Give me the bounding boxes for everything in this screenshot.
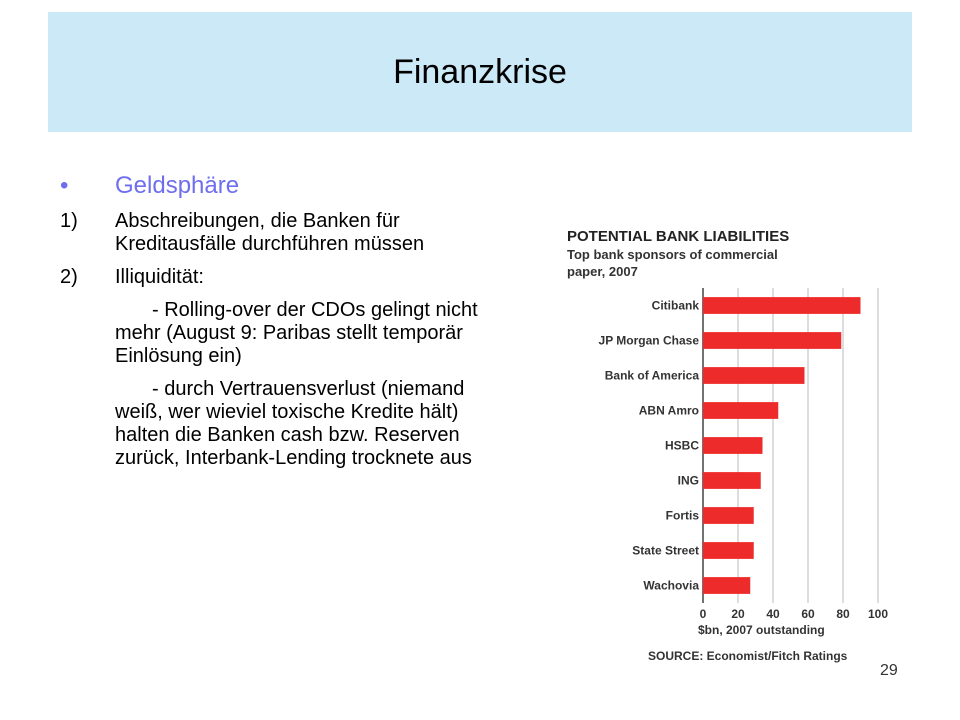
slide-content: • Geldsphäre 1) Abschreibungen, die Bank…	[60, 172, 510, 480]
bar	[703, 472, 761, 489]
paragraph-rolling-over: - Rolling-over der CDOs gelingt nicht me…	[115, 299, 478, 367]
bullet-heading: • Geldsphäre	[60, 172, 510, 200]
x-tick-label: 0	[700, 607, 707, 621]
bar-category-label: ABN Amro	[639, 404, 699, 418]
list-item-text: Illiquidität:	[115, 266, 204, 288]
bar	[703, 437, 763, 454]
bar-category-label: Citibank	[652, 299, 700, 313]
x-tick-label: 100	[868, 607, 888, 621]
chart-svg: POTENTIAL BANK LIABILITIES Top bank spons…	[567, 228, 888, 663]
bar-category-label: Fortis	[666, 509, 700, 523]
x-axis-label: $bn, 2007 outstanding	[698, 623, 825, 637]
bullet-dot-icon: •	[60, 172, 69, 199]
chart-subtitle: Top bank sponsors of commercial	[567, 247, 778, 262]
bar	[703, 542, 754, 559]
bar	[703, 577, 751, 594]
bar	[703, 297, 861, 314]
bank-liabilities-chart: POTENTIAL BANK LIABILITIES Top bank spons…	[555, 218, 905, 673]
bar	[703, 367, 805, 384]
list-item-2: 2) Illiquidität:	[60, 266, 510, 289]
bar-category-label: Wachovia	[643, 579, 699, 593]
bar-category-label: Bank of America	[605, 369, 700, 383]
slide-number: 29	[880, 662, 898, 679]
chart-subtitle: paper, 2007	[567, 264, 638, 279]
title-bar: Finanzkrise	[48, 12, 912, 132]
list-item-1: 1) Abschreibungen, die Banken für Kredit…	[60, 210, 510, 256]
bar	[703, 332, 842, 349]
chart-source: SOURCE: Economist/Fitch Ratings	[648, 649, 848, 663]
paragraph-vertrauensverlust: - durch Vertrauensverlust (niemand weiß,…	[115, 378, 472, 469]
slide-title: Finanzkrise	[393, 52, 567, 91]
bullet-heading-text: Geldsphäre	[115, 172, 240, 199]
bar-category-label: JP Morgan Chase	[599, 334, 700, 348]
bar-category-label: HSBC	[665, 439, 699, 453]
list-item-text: Abschreibungen, die Banken für Kreditaus…	[115, 210, 425, 255]
list-item-number: 2)	[60, 266, 78, 288]
x-tick-label: 60	[801, 607, 815, 621]
bar-category-label: State Street	[632, 544, 699, 558]
bar	[703, 507, 754, 524]
chart-title: POTENTIAL BANK LIABILITIES	[567, 228, 789, 245]
x-tick-label: 20	[731, 607, 745, 621]
x-tick-label: 40	[766, 607, 780, 621]
bar-category-label: ING	[678, 474, 699, 488]
bar	[703, 402, 779, 419]
x-tick-label: 80	[836, 607, 850, 621]
list-item-number: 1)	[60, 210, 78, 232]
